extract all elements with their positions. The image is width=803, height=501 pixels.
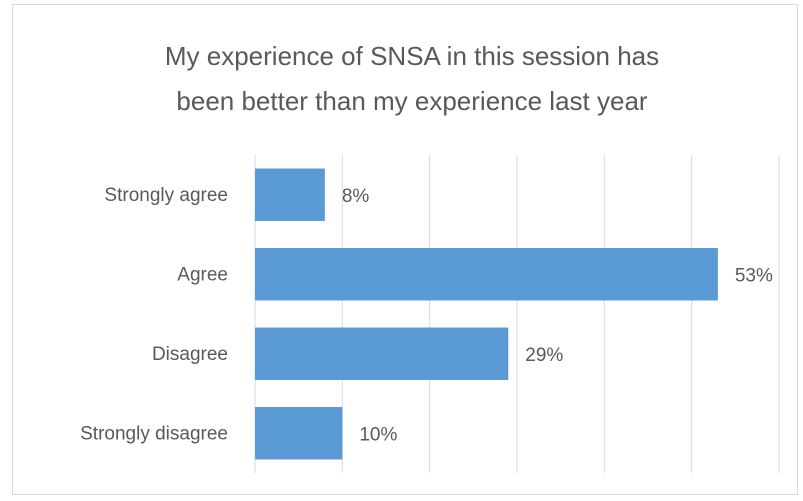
- y-tick-label: Agree: [177, 264, 228, 285]
- y-tick-label: Disagree: [152, 344, 228, 365]
- bar: [255, 168, 325, 221]
- chart-title: My experience of SNSA in this session ha…: [165, 41, 659, 71]
- data-label: 10%: [359, 424, 397, 445]
- y-tick-label: Strongly agree: [104, 185, 228, 206]
- bar: [255, 407, 343, 460]
- data-label: 53%: [735, 265, 773, 286]
- bar: [255, 327, 509, 380]
- data-label: 29%: [525, 345, 563, 366]
- y-tick-label: Strongly disagree: [80, 423, 228, 444]
- bar: [255, 248, 718, 301]
- chart-title: been better than my experience last year: [176, 86, 648, 116]
- data-label: 8%: [342, 186, 370, 207]
